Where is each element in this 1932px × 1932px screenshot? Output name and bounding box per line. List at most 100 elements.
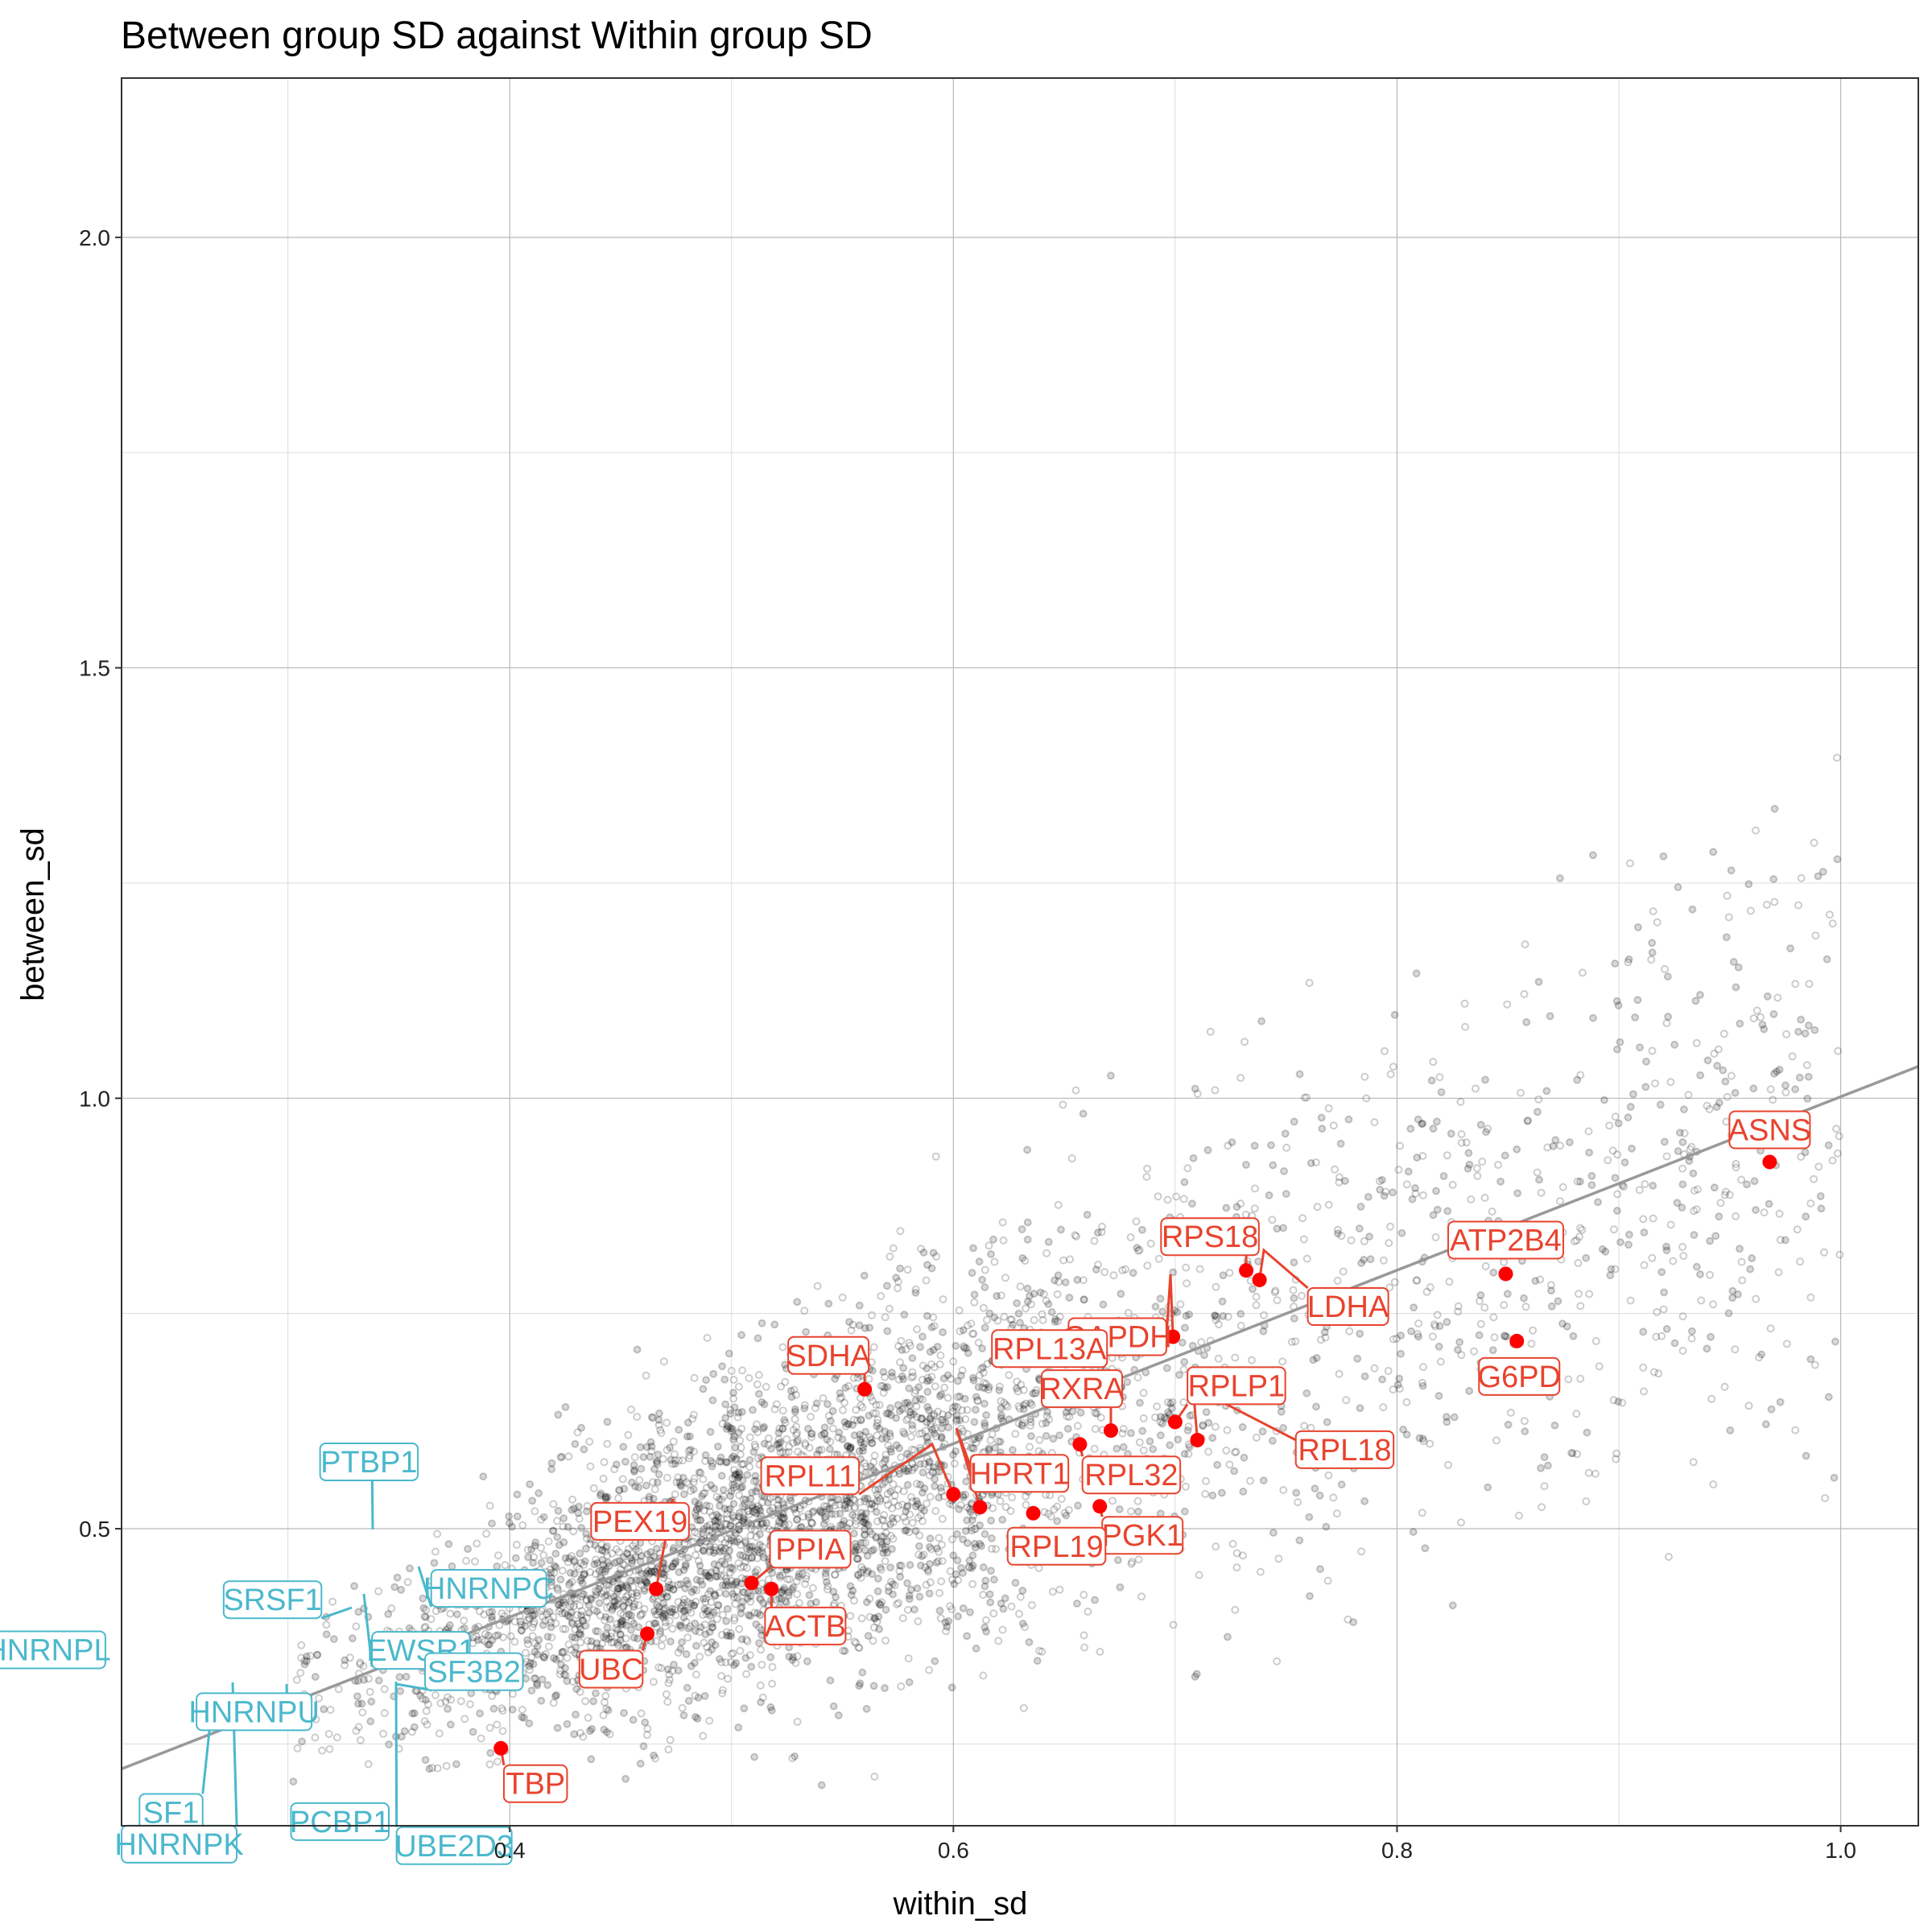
background-point (1096, 1414, 1105, 1422)
background-point (568, 1633, 576, 1641)
background-point (1640, 1228, 1649, 1236)
background-point (1641, 1083, 1650, 1092)
background-point (602, 1596, 611, 1605)
background-point (580, 1570, 589, 1579)
background-point (861, 1509, 870, 1517)
background-point (919, 1468, 927, 1477)
background-point (561, 1624, 570, 1633)
background-point (733, 1593, 741, 1602)
background-point (1061, 1278, 1070, 1286)
background-point (1824, 1393, 1833, 1402)
background-point (840, 1501, 848, 1509)
background-point (699, 1385, 708, 1393)
background-point (717, 1657, 726, 1666)
background-point (527, 1686, 536, 1695)
background-point (1413, 1154, 1422, 1162)
background-point (699, 1489, 708, 1498)
background-point (1390, 1010, 1399, 1019)
background-point (838, 1435, 847, 1443)
background-point (1503, 1000, 1512, 1009)
background-point (1011, 1430, 1020, 1439)
background-point (683, 1606, 692, 1615)
background-point (1408, 1195, 1417, 1203)
background-point (1422, 1287, 1431, 1296)
y-tick-label: 0.5 (79, 1517, 110, 1542)
background-point (1279, 1224, 1288, 1232)
background-point (1490, 1333, 1499, 1342)
background-point (566, 1568, 575, 1577)
background-point (723, 1421, 732, 1430)
background-point (972, 1644, 980, 1653)
background-point (678, 1703, 687, 1712)
background-point (1118, 1429, 1127, 1438)
background-point (1804, 1022, 1813, 1030)
background-point (530, 1647, 539, 1656)
background-point (476, 1709, 485, 1718)
point-label-text: LDHA (1307, 1290, 1389, 1324)
background-point (980, 1384, 989, 1393)
background-point (1184, 1450, 1193, 1459)
background-point (421, 1756, 430, 1765)
background-point (905, 1384, 914, 1393)
background-point (1710, 1183, 1719, 1192)
background-point (902, 1507, 910, 1516)
background-point (927, 1323, 936, 1331)
background-point (683, 1579, 692, 1588)
background-point (598, 1639, 606, 1648)
background-point (535, 1488, 543, 1497)
background-point (923, 1261, 931, 1269)
background-point (1696, 1071, 1705, 1080)
background-point (980, 1418, 989, 1427)
background-point (1232, 1549, 1241, 1558)
background-point (879, 1532, 888, 1541)
background-point (729, 1513, 738, 1522)
background-point (679, 1613, 688, 1622)
background-point (1364, 1192, 1373, 1201)
background-point (508, 1522, 516, 1531)
background-point (1068, 1407, 1077, 1416)
background-point (1323, 1576, 1332, 1585)
background-point (551, 1563, 560, 1571)
background-point (847, 1591, 856, 1600)
background-point (576, 1558, 585, 1567)
background-point (668, 1624, 677, 1633)
background-point (862, 1704, 871, 1713)
background-point (595, 1584, 603, 1593)
background-point (1026, 1300, 1035, 1309)
background-point (696, 1516, 704, 1525)
point-label: ACTB (764, 1606, 847, 1645)
background-point (1443, 1318, 1451, 1327)
background-point (825, 1445, 834, 1454)
background-point (1480, 1194, 1489, 1202)
background-point (597, 1489, 605, 1498)
background-point (1686, 1145, 1695, 1154)
background-point (1678, 1180, 1687, 1189)
background-point (1767, 1405, 1776, 1414)
point-label-text: TBP (506, 1768, 565, 1802)
background-point (1208, 1434, 1217, 1443)
background-point (727, 1632, 736, 1641)
background-point (1018, 1587, 1027, 1595)
background-point (721, 1589, 730, 1598)
background-point (1305, 1513, 1314, 1521)
background-point (1036, 1288, 1045, 1297)
background-point (621, 1457, 630, 1466)
background-point (953, 1530, 961, 1538)
background-point (322, 1620, 331, 1629)
background-point (755, 1639, 763, 1648)
highlight-point (972, 1500, 988, 1515)
background-point (446, 1720, 455, 1729)
background-point (737, 1484, 745, 1492)
background-point (405, 1624, 414, 1633)
background-point (676, 1480, 685, 1489)
background-point (1298, 1291, 1306, 1300)
background-point (1355, 1224, 1364, 1233)
background-point (722, 1458, 730, 1467)
background-point (525, 1719, 534, 1728)
background-point (1749, 1084, 1758, 1093)
background-point (1692, 1262, 1701, 1271)
point-label: TBP (502, 1764, 568, 1803)
background-point (1653, 1308, 1662, 1316)
background-point (924, 1462, 933, 1471)
background-point (1241, 1161, 1250, 1169)
